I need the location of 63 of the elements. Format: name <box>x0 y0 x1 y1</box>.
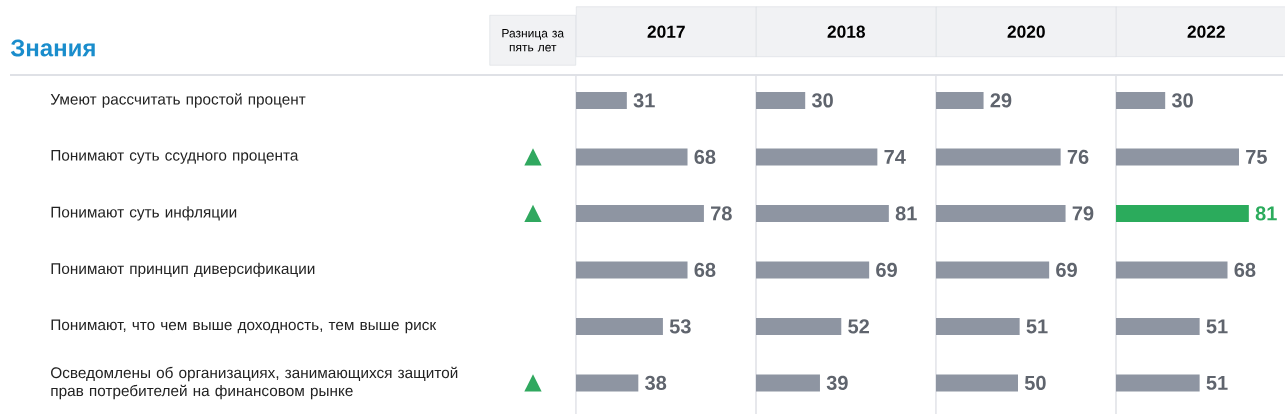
text: Разница за пять лет <box>502 29 565 52</box>
text: ▲ <box>524 374 542 392</box>
data-label: 29 <box>990 93 1012 108</box>
data-label: 38 <box>645 375 667 390</box>
bar <box>936 148 1061 166</box>
y-tick-label: Умеют рассчитать простой процент <box>50 93 306 108</box>
bar <box>756 148 878 166</box>
bar <box>936 204 1066 222</box>
data-label: 68 <box>694 262 716 277</box>
data-label: 69 <box>1056 262 1077 277</box>
chart-title: 2017 <box>647 25 685 38</box>
bar <box>576 374 639 392</box>
bar <box>576 148 688 166</box>
bar <box>1115 374 1200 392</box>
bar <box>936 91 984 109</box>
data-label: 74 <box>884 150 906 164</box>
data-label: 79 <box>1072 206 1094 221</box>
bar <box>576 317 663 335</box>
data-label: 75 <box>1246 149 1267 164</box>
data-label: 69 <box>876 262 897 277</box>
data-label: 53 <box>669 319 691 334</box>
data-label: 30 <box>811 93 833 108</box>
text: ▲ <box>524 148 542 166</box>
data-label: 52 <box>848 319 869 334</box>
bar <box>756 91 806 109</box>
bar <box>936 317 1020 335</box>
y-tick-label: Понимают, что чем выше доходность, тем выше риск <box>51 319 437 334</box>
y-tick-label: Понимают суть ссудного процента <box>51 150 299 164</box>
bar <box>576 261 688 279</box>
chart-title: 2018 <box>827 25 866 38</box>
data-label: 51 <box>1206 375 1228 390</box>
data-label: 39 <box>826 375 848 390</box>
data-label: 81 <box>895 206 917 221</box>
chart-title: 2022 <box>1187 25 1225 38</box>
bar <box>1115 261 1228 279</box>
data-label: 81 <box>1255 206 1277 221</box>
data-label: 30 <box>1171 93 1193 108</box>
data-label: 68 <box>1234 262 1256 277</box>
data-label: 76 <box>1067 149 1089 164</box>
text: Знания <box>10 39 95 57</box>
data-label: 50 <box>1024 375 1046 390</box>
bar <box>756 317 842 335</box>
bar <box>936 374 1018 392</box>
bar <box>576 204 704 222</box>
bar <box>756 204 889 222</box>
bar <box>756 374 820 392</box>
bar <box>576 91 627 109</box>
chart-title: 2020 <box>1007 25 1045 38</box>
y-tick-label: Понимают принцип диверсификации <box>51 262 315 278</box>
bar <box>936 261 1050 279</box>
bar <box>1115 317 1200 335</box>
data-label: 78 <box>711 206 732 221</box>
data-label: 51 <box>1026 319 1048 334</box>
bar <box>1115 91 1166 109</box>
bar <box>1115 204 1249 222</box>
y-tick-label: Осведомлены об организациях, занимающихся защитой прав потребителей на финансовом рынке <box>51 366 458 400</box>
text: ▲ <box>524 204 542 223</box>
data-label: 51 <box>1206 319 1228 334</box>
bar <box>1115 148 1239 166</box>
data-label: 31 <box>633 93 655 108</box>
y-tick-label: Понимают суть инфляции <box>51 206 237 221</box>
data-label: 68 <box>694 149 716 164</box>
bar <box>756 261 870 279</box>
